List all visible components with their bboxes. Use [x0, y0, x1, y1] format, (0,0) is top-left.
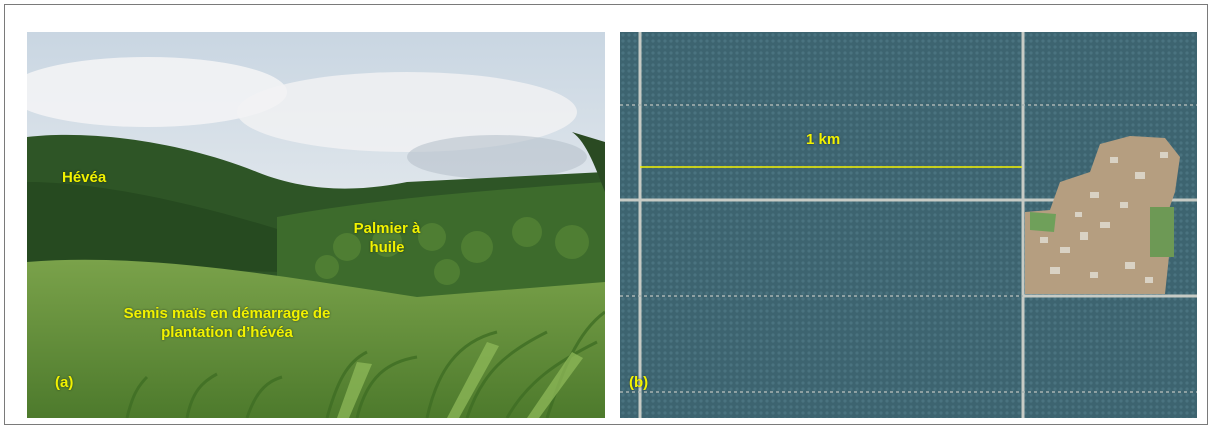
landscape-photo: Hévéa Palmier à huile Semis maïs en déma… [27, 32, 605, 418]
label-oil-palm: Palmier à huile [345, 220, 429, 258]
maize-highlights [337, 342, 583, 418]
aerial-illustration [620, 32, 1197, 418]
cloud [237, 72, 577, 152]
village-field [1150, 207, 1174, 257]
label-hevea: Hévéa [62, 169, 107, 186]
secondary-paths [620, 104, 1197, 393]
village-green [1030, 212, 1056, 232]
label-maize-line2: plantation d’hévéa [161, 323, 293, 341]
scale-label: 1 km [806, 131, 841, 148]
palm-crowns [315, 217, 589, 285]
cloud [407, 135, 587, 179]
label-oil-palm-line2: huile [369, 238, 405, 256]
maize-field [27, 259, 605, 418]
cloud [27, 57, 287, 127]
forest-shade [27, 182, 287, 272]
landscape-illustration [27, 32, 605, 418]
village-buildings [1040, 152, 1168, 283]
panel-a-tag: (a) [55, 374, 74, 391]
maize-leaves [125, 310, 605, 418]
aerial-photo: 1 km (b) [620, 32, 1197, 418]
label-maize-line1: Semis maïs en démarrage de [123, 305, 331, 322]
label-oil-palm-line1: Palmier à [353, 220, 421, 237]
palm-tree [572, 132, 605, 192]
panel-b-tag: (b) [629, 374, 649, 391]
label-maize-sowing: Semis maïs en démarrage de plantation d’… [97, 305, 357, 343]
